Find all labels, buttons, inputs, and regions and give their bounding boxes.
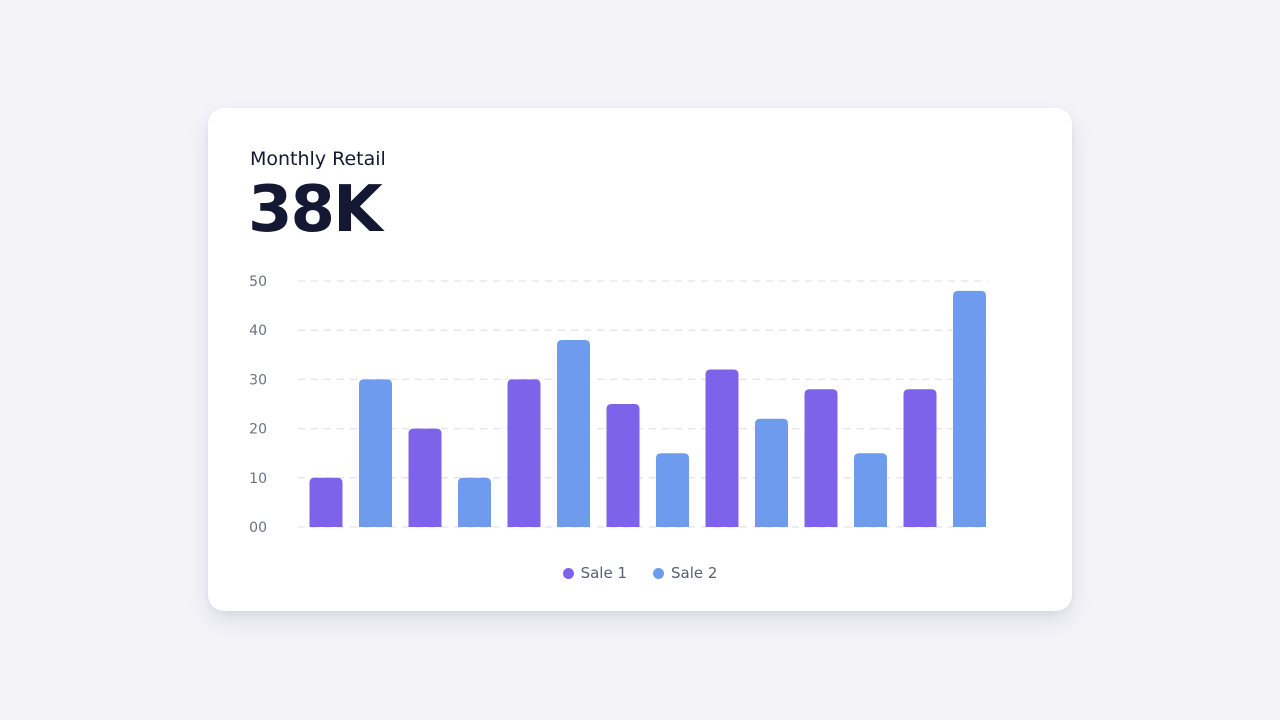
bar-sale-2[interactable] [854,453,887,527]
retail-card: Monthly Retail 38K 00 10 20 30 40 50 Sale 1 S… [208,108,1072,611]
bar-sale-2[interactable] [359,379,392,527]
chart-legend: Sale 1 Sale 2 [208,564,1072,582]
bar-sale-2[interactable] [557,340,590,527]
legend-label-sale-2: Sale 2 [671,564,718,582]
y-tick-label: 10 [249,471,267,487]
bar-sale-1[interactable] [408,428,442,527]
bar-sale-1[interactable] [507,379,541,527]
legend-item-sale-2[interactable]: Sale 2 [653,564,717,582]
bar-sale-2[interactable] [755,418,788,527]
y-tick-label: 30 [249,372,267,388]
legend-label-sale-1: Sale 1 [580,564,627,582]
bar-sale-2[interactable] [953,290,986,527]
legend-dot-sale-1 [562,567,574,579]
bar-sale-2[interactable] [656,453,689,527]
card-title: Monthly Retail [250,148,386,170]
legend-item-sale-1[interactable]: Sale 1 [562,564,627,582]
total-value: 38K [248,173,383,247]
bar-sale-2[interactable] [458,477,491,527]
y-tick-label: 40 [249,323,267,339]
bar-sale-1[interactable] [705,369,739,527]
bar-sale-1[interactable] [804,389,838,527]
y-tick-label: 50 [249,274,267,290]
bar-sale-1[interactable] [309,477,343,527]
bar-sale-1[interactable] [606,404,640,527]
legend-dot-sale-2 [653,567,664,579]
bar-chart: 00 10 20 30 40 50 [249,274,988,536]
bar-sale-1[interactable] [903,389,937,527]
y-tick-label: 20 [249,422,267,438]
y-tick-label: 00 [249,520,267,536]
